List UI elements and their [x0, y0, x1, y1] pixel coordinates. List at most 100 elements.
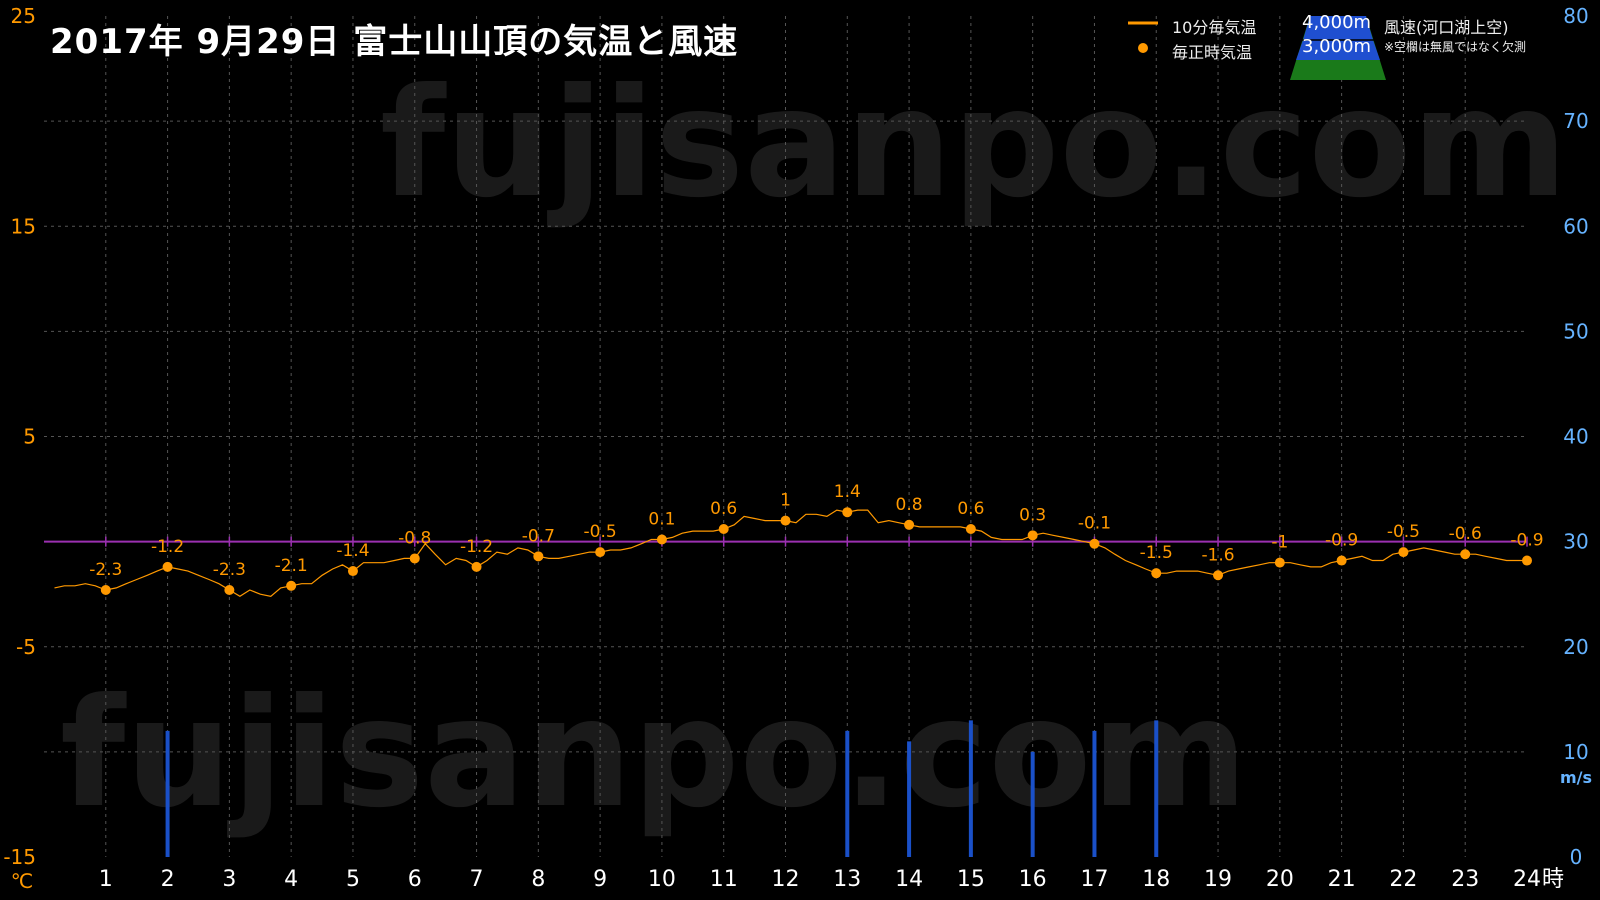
x-axis-unit: 時 [1542, 867, 1564, 892]
hourly-temp-label: -1 [1271, 533, 1288, 553]
x-tick-label: 6 [408, 867, 422, 892]
hourly-temp-point [904, 519, 915, 530]
left-tick-label: 5 [23, 425, 36, 449]
hourly-temp-point [1522, 555, 1532, 566]
mountain-band-4000 [1303, 16, 1373, 40]
x-tick-label: 15 [957, 867, 985, 892]
right-tick-label: 0 [1570, 845, 1583, 869]
hourly-temp-point [471, 561, 482, 572]
legend-dot-swatch [1138, 43, 1148, 53]
x-tick-label: 20 [1266, 867, 1294, 892]
hourly-temp-point [656, 534, 667, 545]
hourly-temp-point [533, 551, 544, 562]
hourly-temp-label: 1 [780, 491, 791, 511]
x-tick-label: 4 [284, 867, 298, 892]
hourly-temp-label: -1.2 [151, 537, 184, 557]
x-tick-label: 19 [1204, 867, 1232, 892]
hourly-temp-point [286, 580, 297, 591]
right-tick-label: 40 [1563, 425, 1588, 449]
legend-alt-4000: 4,000m [1302, 12, 1372, 33]
hourly-temp-label: -2.3 [89, 560, 122, 580]
hourly-temp-point [1151, 568, 1162, 579]
hourly-temp-point [1089, 538, 1100, 549]
legend-note: ※空欄は無風ではなく欠測 [1384, 40, 1527, 54]
hourly-temp-point [965, 524, 976, 535]
hourly-temp-label: -0.9 [1510, 531, 1543, 551]
right-tick-label: 20 [1563, 635, 1588, 659]
right-tick-label: 10 [1563, 740, 1588, 764]
hourly-temp-point [1398, 547, 1409, 558]
left-tick-label: -15 [3, 845, 36, 869]
hourly-temp-point [595, 547, 606, 558]
hourly-temp-label: -0.5 [1387, 522, 1420, 542]
hourly-temp-label: 0.3 [1019, 505, 1046, 525]
x-tick-label: 5 [346, 867, 360, 892]
legend-temp-10min: 10分毎気温 [1172, 18, 1257, 37]
hourly-temp-label: -1.4 [336, 541, 369, 561]
hourly-temp-label: -0.9 [1325, 531, 1358, 551]
hourly-temp-label: 0.6 [957, 499, 984, 519]
hourly-temp-point [409, 553, 420, 564]
x-tick-label: 9 [593, 867, 607, 892]
hourly-temp-label: 0.1 [648, 510, 675, 530]
hourly-temp-point [842, 507, 853, 518]
hourly-temp-label: 1.4 [834, 482, 861, 502]
hourly-temp-label: -2.3 [213, 560, 246, 580]
mountain-band-3000 [1296, 40, 1380, 60]
hourly-temp-label: 0.8 [896, 495, 923, 515]
right-axis-unit: m/s [1560, 768, 1592, 787]
hourly-temp-label: -0.7 [522, 526, 555, 546]
wind-bars [165, 720, 1159, 857]
hourly-temp-label: 0.6 [710, 499, 737, 519]
x-tick-label: 8 [531, 867, 545, 892]
hourly-temp-point [780, 515, 791, 526]
hourly-temp-label: -1.5 [1140, 543, 1173, 563]
hourly-temp-label: -2.1 [275, 556, 308, 576]
x-tick-label: 11 [710, 867, 738, 892]
x-tick-label: 3 [222, 867, 236, 892]
right-tick-label: 60 [1563, 214, 1588, 238]
x-tick-label: 12 [772, 867, 800, 892]
right-tick-label: 80 [1563, 4, 1588, 28]
page-title: 2017年 9月29日 富士山山頂の気温と風速 [50, 22, 739, 62]
x-tick-label: 24 [1513, 867, 1541, 892]
hourly-temp-label: -0.8 [398, 528, 431, 548]
x-tick-label: 21 [1328, 867, 1356, 892]
x-tick-label: 10 [648, 867, 676, 892]
legend-wind-title: 風速(河口湖上空) [1384, 18, 1509, 37]
right-tick-label: 70 [1563, 109, 1588, 133]
left-axis-unit: ℃ [11, 869, 33, 893]
grid [44, 16, 1527, 857]
hourly-temp-point [1460, 549, 1471, 560]
x-tick-label: 18 [1142, 867, 1170, 892]
left-tick-label: 25 [11, 4, 36, 28]
hourly-temp-point [718, 524, 729, 535]
hourly-temp-label: -0.6 [1449, 524, 1482, 544]
hourly-temp-point [100, 584, 111, 595]
right-tick-label: 30 [1563, 530, 1588, 554]
hourly-temp-label: -1.6 [1201, 545, 1234, 565]
hourly-temp-point [1336, 555, 1347, 566]
legend-alt-3000: 3,000m [1302, 36, 1372, 57]
left-tick-label: 15 [11, 214, 36, 238]
hourly-temp-point [1274, 557, 1285, 568]
temperature-series: -2.3 -1.2 -2.3 -2.1 -1.4 -0.8 -1.2 -0.7 -0.5 0.1 0… [54, 482, 1544, 598]
left-tick-label: -5 [16, 635, 36, 659]
x-tick-label: 23 [1451, 867, 1479, 892]
hourly-temp-point [1213, 570, 1224, 581]
hourly-temp-label: -1.2 [460, 537, 493, 557]
hourly-temp-point [224, 584, 235, 595]
x-tick-label: 13 [833, 867, 861, 892]
hourly-temp-label: -0.1 [1078, 514, 1111, 534]
hourly-temp-point [162, 561, 173, 572]
hourly-temp-point [347, 566, 358, 577]
legend-temp-hourly: 毎正時気温 [1172, 43, 1253, 62]
x-tick-label: 1 [99, 867, 113, 892]
watermark-bottom: fujisanpo.com [60, 667, 1248, 841]
temp-10min-line [54, 509, 1527, 598]
hourly-temp-label: -0.5 [584, 522, 617, 542]
x-tick-label: 17 [1080, 867, 1108, 892]
right-tick-label: 50 [1563, 319, 1588, 343]
